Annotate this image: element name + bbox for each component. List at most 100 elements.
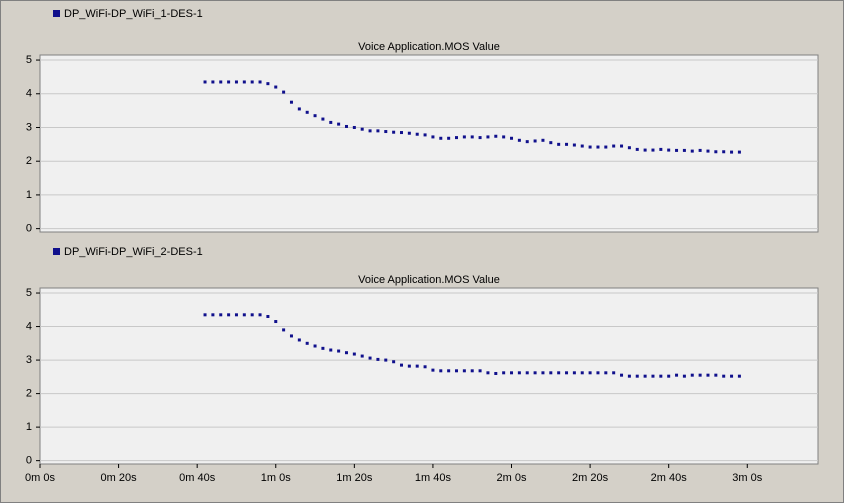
data-point — [470, 135, 474, 139]
data-point — [423, 365, 427, 369]
data-point — [344, 351, 348, 355]
data-point — [502, 371, 506, 375]
data-point — [549, 371, 553, 375]
data-point — [266, 82, 270, 86]
data-point — [234, 313, 238, 317]
data-point — [407, 131, 411, 135]
data-point — [289, 100, 293, 104]
x-tick-label: 2m 0s — [497, 472, 527, 484]
data-point — [620, 144, 624, 148]
data-point — [415, 364, 419, 368]
data-point — [407, 364, 411, 368]
data-point — [690, 373, 694, 377]
data-point — [651, 148, 655, 152]
y-tick-label: 1 — [26, 421, 32, 433]
data-point — [227, 80, 231, 84]
y-tick-label: 4 — [26, 88, 32, 100]
data-point — [510, 136, 514, 140]
data-point — [494, 371, 498, 375]
data-point — [399, 131, 403, 135]
y-tick-label: 0 — [26, 455, 32, 467]
data-point — [266, 314, 270, 318]
data-point — [737, 150, 741, 154]
data-point — [384, 358, 388, 362]
data-point — [517, 371, 521, 375]
data-point — [525, 140, 529, 144]
data-point — [510, 371, 514, 375]
y-tick-label: 3 — [26, 121, 32, 133]
data-point — [289, 334, 293, 338]
x-tick-label: 0m 40s — [179, 472, 216, 484]
data-point — [627, 374, 631, 378]
data-point — [478, 369, 482, 373]
data-point — [297, 338, 301, 342]
data-point — [643, 148, 647, 152]
x-tick-label: 2m 20s — [572, 472, 609, 484]
data-point — [329, 120, 333, 124]
data-point — [620, 373, 624, 377]
data-point — [675, 148, 679, 152]
data-point — [399, 363, 403, 367]
legend-swatch — [53, 10, 60, 17]
data-point — [572, 371, 576, 375]
data-point — [455, 369, 459, 373]
data-point — [368, 356, 372, 360]
data-point — [580, 144, 584, 148]
y-tick-label: 2 — [26, 155, 32, 167]
data-point — [549, 141, 553, 145]
data-point — [313, 114, 317, 118]
data-point — [604, 145, 608, 149]
plot-area — [39, 287, 819, 465]
data-point — [659, 374, 663, 378]
data-point — [737, 374, 741, 378]
x-tick-label: 1m 40s — [415, 472, 452, 484]
data-point — [643, 374, 647, 378]
data-point — [470, 369, 474, 373]
data-point — [368, 129, 372, 133]
data-point — [722, 374, 726, 378]
data-point — [588, 145, 592, 149]
x-tick-label: 0m 0s — [25, 472, 55, 484]
y-tick-label: 0 — [26, 223, 32, 235]
data-point — [313, 344, 317, 348]
x-tick-label: 3m 0s — [732, 472, 762, 484]
data-point — [423, 133, 427, 137]
data-point — [447, 369, 451, 373]
data-point — [352, 125, 356, 129]
data-point — [360, 127, 364, 131]
data-point — [706, 373, 710, 377]
data-point — [596, 371, 600, 375]
y-tick-label: 5 — [26, 54, 32, 66]
data-point — [651, 374, 655, 378]
data-point — [258, 80, 262, 84]
data-point — [392, 130, 396, 134]
data-point — [667, 374, 671, 378]
y-tick-label: 4 — [26, 320, 32, 332]
data-point — [714, 150, 718, 154]
y-tick-label: 5 — [26, 287, 32, 299]
x-tick-label: 0m 20s — [101, 472, 138, 484]
chart-title: Voice Application.MOS Value — [358, 41, 500, 53]
data-point — [565, 142, 569, 146]
data-point — [478, 136, 482, 140]
data-point — [321, 117, 325, 121]
data-point — [219, 80, 223, 84]
data-point — [698, 148, 702, 152]
data-point — [612, 371, 616, 375]
data-point — [305, 110, 309, 114]
data-point — [557, 142, 561, 146]
data-point — [525, 371, 529, 375]
data-point — [384, 130, 388, 134]
data-point — [635, 374, 639, 378]
x-tick-label: 2m 40s — [651, 472, 688, 484]
data-point — [439, 369, 443, 373]
data-point — [439, 136, 443, 140]
data-point — [274, 320, 278, 324]
data-point — [211, 80, 215, 84]
data-point — [242, 80, 246, 84]
data-point — [604, 371, 608, 375]
data-point — [517, 138, 521, 142]
data-point — [462, 369, 466, 373]
data-point — [321, 346, 325, 350]
